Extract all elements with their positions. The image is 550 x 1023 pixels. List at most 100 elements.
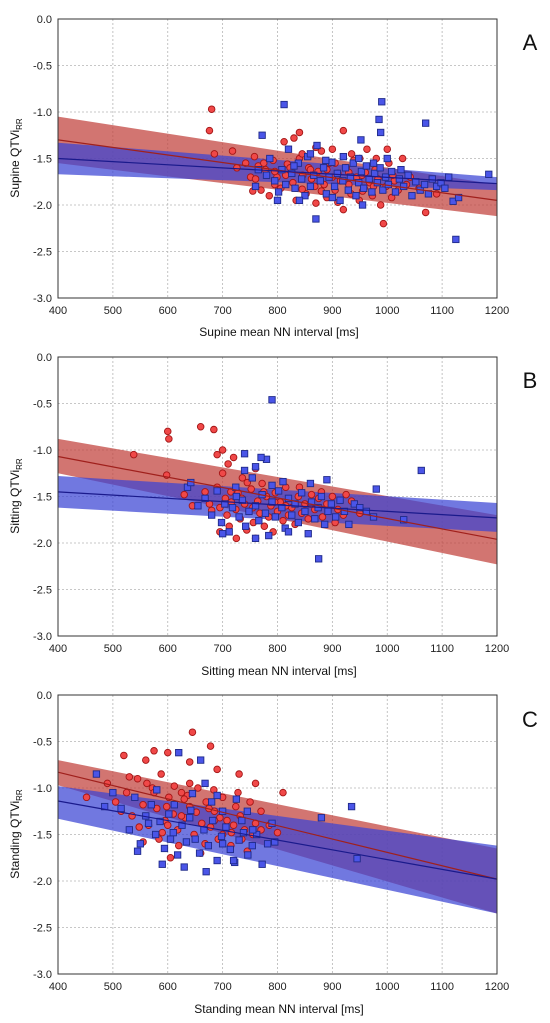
- panel-b-square-point: [321, 520, 329, 529]
- panel-a-y-tick-label: -1.0: [33, 107, 52, 119]
- panel-b-square-point: [311, 515, 319, 523]
- panel-b-x-tick-label: 700: [213, 643, 231, 655]
- panel-c-y-tick-label: -2.5: [33, 923, 52, 935]
- panel-c: C 400 500 600 700 800 900 1000 1100 1200 0.0 -0.5 -…: [8, 690, 538, 1016]
- panel-c-square-point: [195, 849, 204, 857]
- panel-a-square-point: [454, 193, 463, 202]
- panel-a-circle-point: [312, 199, 320, 207]
- panel-c-circle-point: [139, 800, 147, 809]
- panel-b-square-point: [324, 507, 332, 516]
- panel-c-square-point: [252, 830, 261, 839]
- panel-b-square-point: [400, 516, 408, 524]
- panel-c-y-tick-label: -1.0: [33, 783, 52, 795]
- panel-c-circle-point: [158, 828, 167, 837]
- panel-a-square-point: [258, 131, 266, 139]
- panel-c-square-point: [182, 838, 191, 846]
- panel-b-square-point: [271, 513, 279, 521]
- panel-b-square-point: [194, 502, 202, 510]
- panel-a-square-point: [376, 164, 384, 172]
- panel-b-circle-point: [318, 513, 327, 521]
- panel-c-square-point: [239, 828, 248, 837]
- panel-b-circle-point: [232, 534, 241, 543]
- panel-a-square-point: [251, 182, 260, 191]
- panel-c-square-point: [207, 798, 216, 806]
- panel-a-x-tick-label: 1000: [375, 305, 399, 317]
- panel-a-square-point: [328, 158, 336, 166]
- panel-a-square-point: [316, 177, 324, 185]
- panel-a-square-point: [357, 136, 365, 144]
- panel-a-y-axis-title-main: Supine QTVi: [8, 130, 22, 198]
- panel-c-square-point: [248, 842, 256, 850]
- panel-c-plot: 400 500 600 700 800 900 1000 1100 1200 0.0 -0.5 -1.…: [33, 690, 509, 993]
- panel-a-square-point: [284, 145, 293, 153]
- panel-c-square-point: [249, 826, 257, 834]
- panel-b-fit-line-red: [57, 455, 498, 540]
- panel-c-square-point: [178, 821, 186, 829]
- panel-b-circle-point: [196, 423, 205, 431]
- panel-b-square-point: [255, 517, 263, 525]
- panel-b-square-point: [251, 463, 260, 471]
- panel-a-x-axis-title: Supine mean NN interval [ms]: [199, 325, 358, 339]
- panel-a-circle-point: [241, 159, 250, 167]
- panel-b-circle-point: [238, 474, 247, 482]
- panel-c-square-point: [217, 832, 226, 841]
- panel-c-square-point: [271, 838, 279, 846]
- panel-b-square-point: [213, 487, 221, 495]
- panel-a-circle-point: [363, 145, 371, 153]
- panel-b-frame: [57, 356, 498, 637]
- panel-b-x-tick-label: 900: [323, 643, 341, 655]
- panel-c-square-point: [204, 842, 213, 850]
- panel-a-x-tick-label: 400: [49, 305, 67, 317]
- panel-c-y-axis-title: Standing QTViRR: [8, 789, 24, 879]
- panel-a-y-axis-title: Supine QTViRR: [8, 118, 24, 198]
- panel-a-square-point: [312, 215, 320, 223]
- panel-b-circle-point: [165, 435, 173, 443]
- panel-c-square-point: [92, 770, 101, 778]
- panel-b-square-point: [304, 530, 312, 538]
- panel-a-square-point: [397, 166, 405, 174]
- panel-a-square-point: [328, 193, 337, 202]
- panel-b-square-point: [218, 530, 227, 538]
- panel-a-y-tick-label: 0.0: [37, 14, 52, 26]
- panel-a-circle-point: [257, 186, 265, 194]
- panel-a-square-point: [266, 154, 274, 163]
- panel-c-square-point: [263, 840, 272, 848]
- panel-b-circle-point: [260, 522, 269, 531]
- panel-a-square-point: [291, 184, 299, 192]
- panel-b-square-point: [225, 528, 233, 536]
- panel-c-circle-point: [150, 747, 158, 755]
- panel-c-circle-point: [229, 821, 238, 829]
- panel-b-square-point: [336, 496, 344, 504]
- panel-c-circle-point: [122, 788, 131, 797]
- panel-a-plot: 400 500 600 700 800 900 1000 1100 1200 0.0 -0.5 -1.…: [33, 14, 509, 317]
- panel-c-fit-line-red: [57, 771, 498, 880]
- panel-c-circle-point: [177, 788, 186, 797]
- panel-b-square-point: [279, 477, 287, 486]
- panel-b-square-point: [248, 474, 256, 482]
- panel-c-square-point: [232, 795, 240, 803]
- panel-c-circle-point: [125, 773, 134, 781]
- panel-a-square-point: [282, 180, 290, 189]
- panel-b-circle-point: [201, 488, 209, 496]
- panel-a-square-point: [387, 167, 396, 176]
- panel-b-square-point: [301, 507, 309, 516]
- panel-a-square-point: [280, 100, 288, 109]
- panel-a-x-tick-label: 1200: [485, 305, 509, 317]
- panel-a-circle-point: [298, 185, 306, 193]
- panel-b-letter: B: [523, 368, 538, 393]
- panel-b-square-point: [217, 518, 226, 527]
- panel-b-y-tick-label: 0.0: [37, 352, 52, 364]
- panel-c-y-tick-label: 0.0: [37, 690, 52, 702]
- panel-b-square-point: [201, 494, 209, 503]
- panel-b-circle-point: [304, 515, 312, 523]
- panel-c-square-point: [213, 791, 221, 800]
- panel-a-square-point: [400, 182, 408, 191]
- panel-c-circle-point: [177, 812, 186, 820]
- panel-c-square-point: [158, 860, 166, 868]
- panel-a-square-point: [313, 141, 321, 150]
- panel-a-square-point: [358, 201, 367, 209]
- panel-a-square-point: [339, 152, 347, 161]
- panel-c-square-point: [170, 801, 178, 809]
- panel-c-square-point: [235, 836, 243, 844]
